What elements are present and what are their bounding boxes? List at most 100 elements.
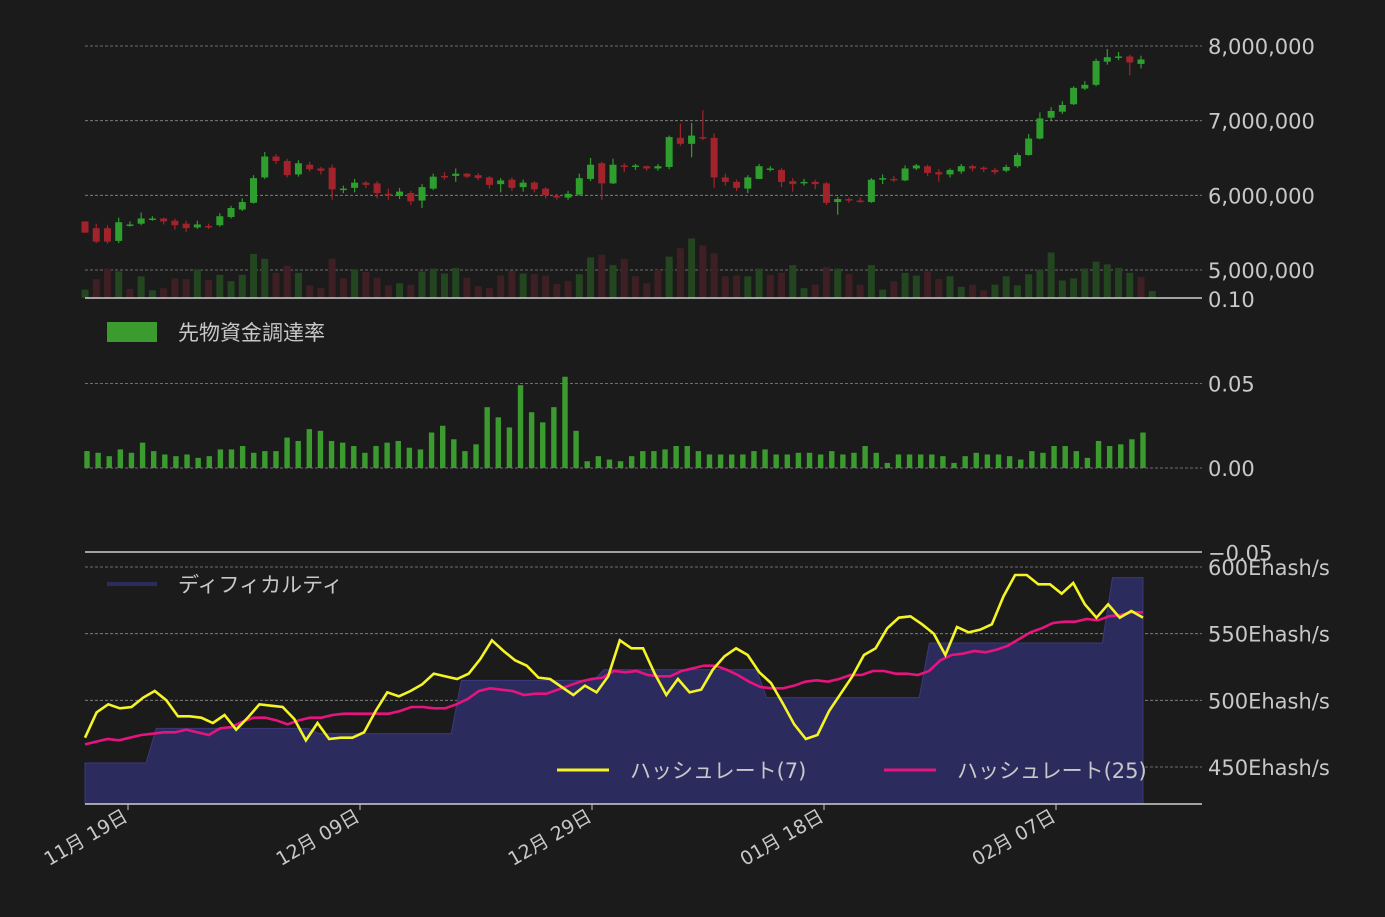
volume-bar: [339, 278, 347, 298]
funding-rate-bar: [351, 446, 357, 468]
price-tick-label: 8,000,000: [1208, 35, 1315, 59]
volume-bar: [205, 279, 213, 298]
funding-rate-bar: [984, 454, 991, 468]
volume-bar: [957, 286, 965, 298]
volume-bar: [890, 281, 898, 298]
funding-rate-bar: [551, 407, 557, 468]
funding-rate-bar: [1106, 446, 1113, 468]
funding-rate-bar: [206, 456, 212, 468]
funding-rate-bar: [895, 454, 902, 468]
candle-body: [676, 137, 684, 144]
candle-body: [519, 182, 527, 188]
candle-body: [250, 178, 258, 203]
candle-body: [497, 180, 505, 185]
funding-rate-bar: [406, 447, 413, 468]
volume-bar: [452, 267, 460, 298]
candle-body: [1025, 138, 1033, 156]
volume-bar: [81, 289, 89, 298]
candle-body: [789, 181, 797, 185]
candle-body: [631, 165, 639, 167]
funding-rate-bar: [617, 461, 624, 468]
volume-bar: [126, 288, 134, 298]
candle-body: [328, 167, 336, 190]
price-tick-label: 6,000,000: [1208, 184, 1315, 208]
candle-body: [665, 137, 673, 167]
funding-rate-bar: [729, 454, 735, 468]
volume-bar: [631, 276, 639, 298]
price-candles: [81, 48, 1145, 244]
price-axis-ticks: 8,000,000 7,000,000 6,000,000 5,000,000: [1208, 35, 1315, 283]
volume-bar: [946, 276, 954, 298]
volume-bar: [924, 271, 932, 298]
funding-rate-bar: [962, 456, 968, 468]
funding-rate-bar: [540, 422, 546, 468]
volume-bar: [396, 283, 404, 298]
funding-rate-bar: [228, 449, 235, 468]
funding-rate-bar: [373, 446, 379, 468]
funding-rate-bar: [217, 449, 224, 468]
funding-rate-bar: [662, 449, 668, 468]
volume-bar: [351, 269, 359, 298]
volume-bar: [609, 265, 617, 298]
funding-rate-bar: [717, 454, 724, 468]
funding-rate-bar: [484, 407, 490, 468]
volume-bar: [328, 258, 336, 298]
funding-rate-bar: [1062, 446, 1068, 468]
candle-body: [968, 166, 976, 169]
candle-body: [867, 179, 875, 203]
volume-bar: [744, 276, 752, 298]
candle-body: [339, 188, 347, 191]
funding-rate-bar: [440, 425, 446, 468]
volume-bar: [845, 274, 853, 298]
candle-body: [609, 164, 617, 184]
volume-bar: [879, 289, 887, 298]
funding-rate-bar: [817, 454, 824, 468]
volume-bar: [620, 258, 628, 298]
funding-rate-bar: [595, 456, 602, 468]
funding-rate-bar: [740, 454, 746, 468]
candle-body: [115, 222, 123, 241]
funding-legend-label: 先物資金調達率: [178, 321, 325, 345]
candle-body: [440, 175, 448, 178]
funding-rate-bar: [306, 429, 313, 468]
funding-rate-bar: [684, 446, 690, 468]
funding-rate-bar: [651, 451, 657, 468]
funding-rate-bar: [284, 437, 290, 468]
volume-bar: [733, 275, 741, 298]
candle-body: [227, 208, 235, 217]
volume-bar: [643, 283, 651, 298]
funding-rate-bar: [1129, 439, 1135, 468]
funding-rate-bar: [262, 451, 268, 468]
candle-body: [733, 181, 741, 188]
candle-body: [688, 135, 696, 144]
funding-rate-bar: [128, 452, 135, 468]
volume-bar: [1137, 277, 1145, 298]
funding-tick-label: 0.00: [1208, 457, 1255, 481]
funding-rate-bar: [273, 451, 279, 468]
funding-rate-bar: [606, 459, 613, 468]
volume-bar: [362, 272, 370, 298]
funding-rate-bar: [195, 457, 201, 468]
price-tick-label: 5,000,000: [1208, 259, 1315, 283]
candle-body: [1103, 57, 1111, 62]
candle-body: [171, 220, 179, 226]
volume-bar: [856, 284, 864, 298]
volume-bar: [92, 279, 100, 298]
volume-bar: [1148, 291, 1156, 298]
volume-bar: [553, 284, 561, 298]
candle-body: [710, 137, 718, 178]
candle-body: [935, 172, 943, 175]
funding-rate-bar: [795, 452, 802, 468]
volume-bar: [137, 276, 145, 298]
candle-body: [508, 179, 516, 188]
candle-body: [1047, 110, 1055, 118]
hashrate-tick-label: 450Ehash/s: [1208, 756, 1330, 780]
candle-body: [485, 177, 493, 185]
funding-rate-bar: [628, 456, 635, 468]
funding-tick-label: 0.05: [1208, 373, 1255, 397]
volume-bar: [1070, 278, 1078, 298]
funding-rate-bar: [362, 452, 368, 468]
volume-bar: [530, 274, 538, 298]
funding-rate-bar: [395, 440, 401, 468]
